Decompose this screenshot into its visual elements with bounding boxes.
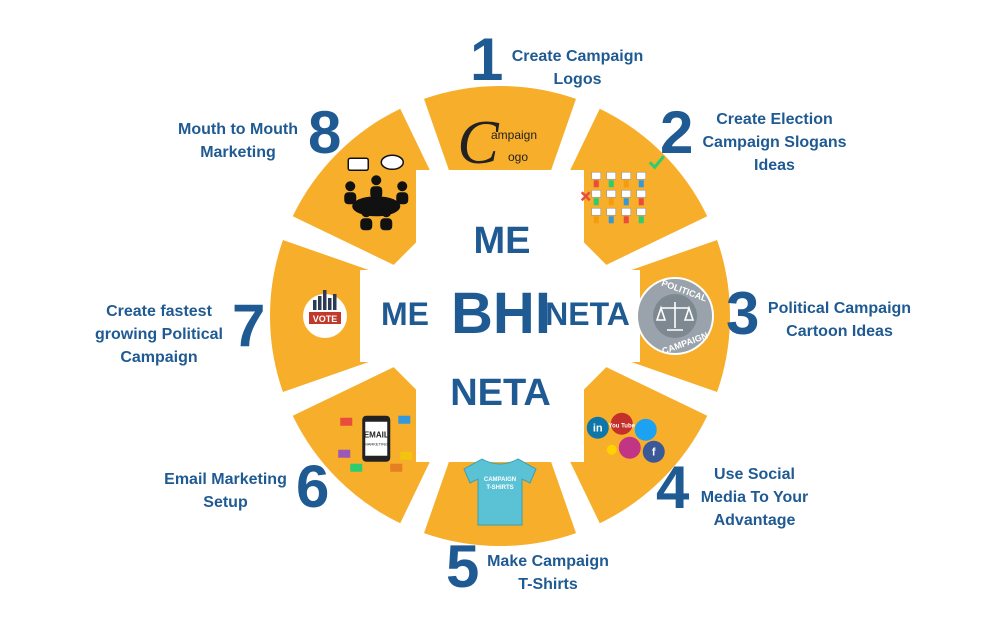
step-label-1: Create Campaign Logos bbox=[500, 45, 655, 91]
svg-text:MARKETING: MARKETING bbox=[364, 442, 388, 447]
step-label-4-line-2: Media To Your bbox=[700, 489, 809, 506]
svg-text:EMAIL: EMAIL bbox=[364, 431, 389, 440]
step-label-3-line-1: Political Campaign bbox=[767, 300, 912, 317]
step-label-6-line-1: Email Marketing bbox=[164, 471, 287, 488]
step-label-3: Political Campaign Cartoon Ideas bbox=[757, 297, 922, 343]
step-number-7: 7 bbox=[232, 292, 266, 359]
center-word-middle: BHI bbox=[451, 281, 551, 346]
step-number-8: 8 bbox=[308, 99, 342, 166]
center-word-right: NETA bbox=[545, 296, 630, 332]
step-label-1-line-2: Logos bbox=[553, 71, 602, 88]
step-label-8-line-1: Mouth to Mouth bbox=[178, 121, 298, 138]
center-word-top: ME bbox=[473, 220, 531, 262]
center-word-bottom: NETA bbox=[450, 372, 551, 414]
center-cross-horizontal bbox=[360, 270, 640, 362]
social-media-icon: in You Tube f bbox=[586, 412, 665, 463]
step-number-1: 1 bbox=[470, 26, 504, 93]
step-label-8-line-2: Marketing bbox=[200, 144, 276, 161]
campaign-logo-icon: Campaign ogo bbox=[457, 109, 537, 177]
step-label-3-line-2: Cartoon Ideas bbox=[786, 323, 893, 340]
meeting-chat-icon bbox=[344, 154, 409, 231]
step-label-5-line-2: T-Shirts bbox=[518, 576, 578, 593]
step-label-4: Use Social Media To Your Advantage bbox=[692, 463, 817, 532]
svg-text:CAMPAIGN: CAMPAIGN bbox=[484, 477, 516, 483]
step-label-1-line-1: Create Campaign bbox=[511, 48, 644, 65]
step-label-7-line-1: Create fastest bbox=[106, 303, 212, 320]
svg-text:ampaign: ampaign bbox=[491, 128, 537, 142]
step-label-2-line-3: Ideas bbox=[754, 157, 795, 174]
tshirt-icon: CAMPAIGN T-SHIRTS bbox=[463, 458, 537, 526]
step-label-6: Email Marketing Setup bbox=[153, 468, 298, 514]
step-label-4-line-1: Use Social bbox=[714, 466, 795, 483]
svg-text:f: f bbox=[652, 447, 656, 459]
svg-text:VOTE: VOTE bbox=[313, 314, 338, 324]
step-number-6: 6 bbox=[296, 453, 330, 520]
step-label-8: Mouth to Mouth Marketing bbox=[168, 118, 308, 164]
step-number-4: 4 bbox=[656, 454, 690, 521]
vote-icon: VOTE bbox=[303, 290, 347, 338]
step-label-5: Make Campaign T-Shirts bbox=[478, 550, 618, 596]
wheel-segment-8 bbox=[292, 108, 449, 265]
step-label-7-line-2: growing Political bbox=[94, 326, 223, 343]
step-label-6-line-2: Setup bbox=[203, 494, 248, 511]
step-label-5-line-1: Make Campaign bbox=[487, 553, 609, 570]
step-label-7: Create fastest growing Political Campaig… bbox=[85, 300, 233, 369]
step-label-2-line-1: Create Election bbox=[716, 111, 833, 128]
step-number-3: 3 bbox=[726, 280, 760, 347]
step-label-2-line-2: Campaign Slogans bbox=[702, 134, 847, 151]
step-label-4-line-3: Advantage bbox=[713, 512, 796, 529]
step-label-2: Create Election Campaign Slogans Ideas bbox=[692, 108, 857, 177]
svg-text:ogo: ogo bbox=[508, 150, 528, 164]
step-label-7-line-3: Campaign bbox=[120, 349, 198, 366]
svg-text:in: in bbox=[593, 423, 603, 435]
step-number-2: 2 bbox=[660, 99, 694, 166]
step-number-5: 5 bbox=[446, 533, 480, 600]
svg-text:T-SHIRTS: T-SHIRTS bbox=[486, 485, 513, 491]
email-marketing-icon: EMAIL MARKETING bbox=[338, 415, 413, 472]
center-word-left: ME bbox=[381, 296, 429, 332]
slogan-voting-icon bbox=[580, 155, 665, 224]
svg-text:C: C bbox=[457, 109, 499, 177]
svg-text:You Tube: You Tube bbox=[609, 424, 636, 430]
wheel-segment-2 bbox=[551, 108, 708, 265]
